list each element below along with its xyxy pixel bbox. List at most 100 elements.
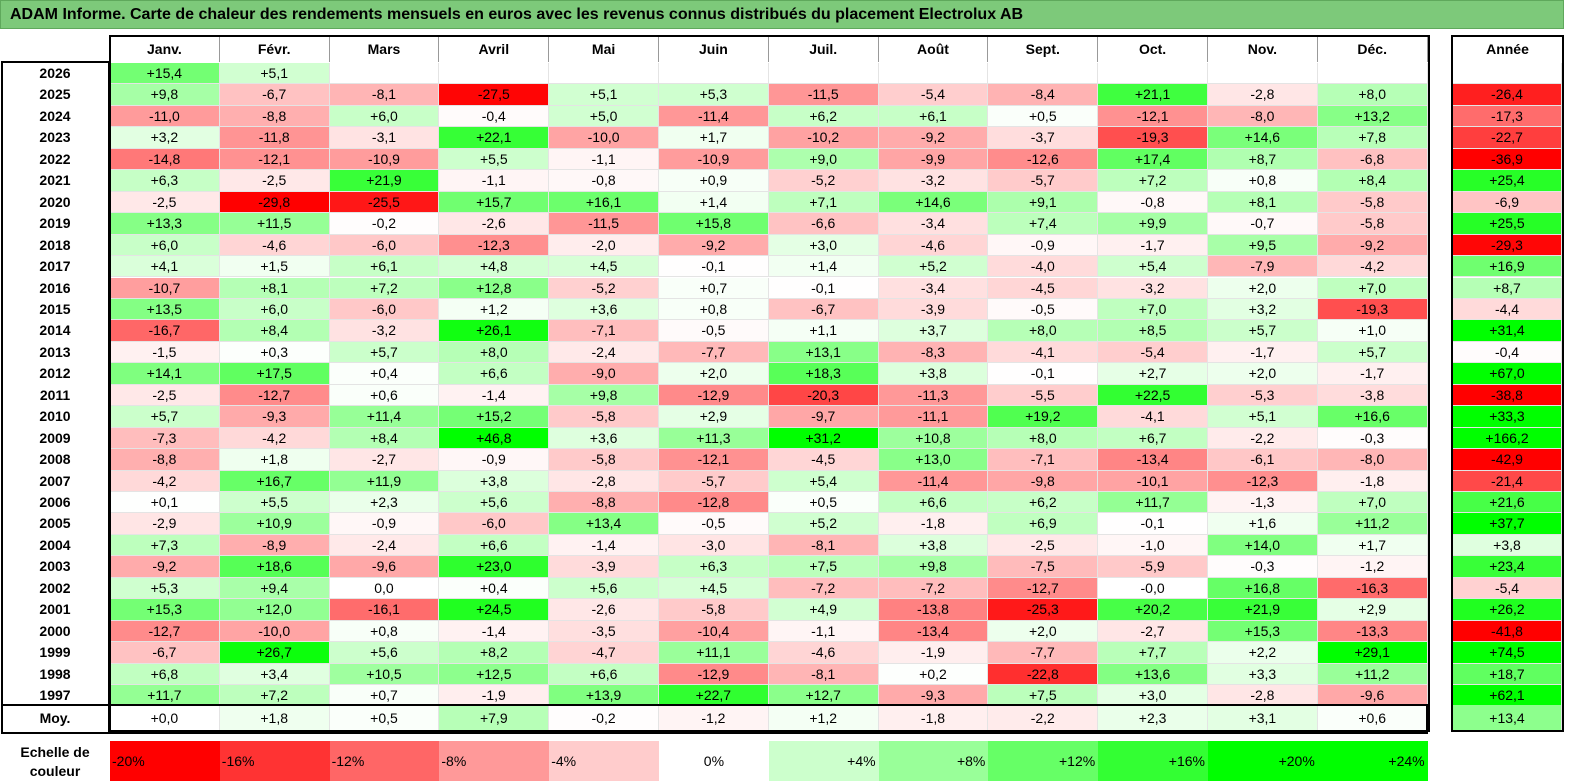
heatmap-cell: +7,9 <box>439 705 550 732</box>
heatmap-cell: +16,1 <box>549 191 659 214</box>
heatmap-cell: +13,5 <box>110 298 220 321</box>
heatmap-cell: +7,2 <box>329 277 440 299</box>
heatmap-cell: +0,8 <box>659 298 769 321</box>
heatmap-cell: +12,0 <box>219 599 330 621</box>
heatmap-cell: -12,8 <box>659 492 769 514</box>
heatmap-cell: -7,7 <box>988 642 1099 664</box>
heatmap-cell: +1,2 <box>439 298 550 321</box>
heatmap-cell: -0,1 <box>988 363 1099 385</box>
heatmap-cell: +4,9 <box>768 599 879 621</box>
heatmap-cell: -13,3 <box>1317 620 1428 643</box>
heatmap-cell: -12,7 <box>110 620 220 643</box>
year-row-label: 2016 <box>2 277 108 299</box>
month-header: Août <box>878 37 989 62</box>
heatmap-cell: +13,4 <box>549 513 659 535</box>
heatmap-cell: -20,3 <box>768 384 879 407</box>
annual-cell: +23,4 <box>1453 556 1562 578</box>
heatmap-cell: -0,5 <box>659 513 769 535</box>
heatmap-cell: -13,8 <box>878 599 989 621</box>
year-row-label: 2009 <box>2 427 108 450</box>
heatmap-cell: -6,7 <box>219 84 330 106</box>
heatmap-cell: +0,0 <box>110 705 220 732</box>
heatmap-cell: +6,2 <box>988 492 1099 514</box>
heatmap-cell: +5,7 <box>329 341 440 364</box>
heatmap-cell: -5,7 <box>988 170 1099 192</box>
heatmap-cell: -10,1 <box>1098 470 1208 492</box>
heatmap-cell: -11,4 <box>659 105 769 128</box>
heatmap-cell: +2,3 <box>329 492 440 514</box>
heatmap-cell: +16,8 <box>1208 577 1318 600</box>
heatmap-cell: +2,9 <box>659 406 769 428</box>
annual-cell: +74,5 <box>1453 642 1562 664</box>
heatmap-cell: -3,2 <box>329 320 440 342</box>
heatmap-cell: +15,3 <box>1208 620 1318 643</box>
heatmap-cell: +6,1 <box>329 256 440 278</box>
annual-cell: -38,8 <box>1453 384 1562 407</box>
heatmap-cell: +0,6 <box>1317 705 1428 732</box>
heatmap-cell: +13,9 <box>549 685 659 707</box>
year-row-label: 2006 <box>2 492 108 514</box>
year-row-label: 2014 <box>2 320 108 342</box>
heatmap-cell: +7,8 <box>1317 127 1428 149</box>
heatmap-cell: +20,2 <box>1098 599 1208 621</box>
heatmap-cell: -3,2 <box>1098 277 1208 299</box>
heatmap-cell: +8,0 <box>1317 84 1428 106</box>
heatmap-cell: +31,2 <box>768 427 879 450</box>
annual-cell: -0,4 <box>1453 341 1562 364</box>
heatmap-cell: -9,8 <box>988 470 1099 492</box>
heatmap-cell: -1,9 <box>878 642 989 664</box>
year-row-label: 2017 <box>2 256 108 278</box>
month-header: Juin <box>659 37 769 62</box>
heatmap-cell: -7,2 <box>768 577 879 600</box>
heatmap-cell: -2,4 <box>329 534 440 557</box>
heatmap-cell: -0,2 <box>329 213 440 235</box>
heatmap-cell: +6,3 <box>659 556 769 578</box>
heatmap-cell: -11,5 <box>549 213 659 235</box>
heatmap-cell: -13,4 <box>1098 449 1208 471</box>
heatmap-cell: -1,0 <box>1098 534 1208 557</box>
heatmap-cell: +1,2 <box>768 705 879 732</box>
heatmap-cell: -0,4 <box>439 105 550 128</box>
heatmap-cell: -9,3 <box>219 406 330 428</box>
heatmap-cell: +5,7 <box>110 406 220 428</box>
annual-cell: -29,3 <box>1453 234 1562 257</box>
year-row-label: 2019 <box>2 213 108 235</box>
heatmap-cell: +29,1 <box>1317 642 1428 664</box>
heatmap-cell: -9,6 <box>329 556 440 578</box>
month-header: Déc. <box>1317 37 1428 62</box>
heatmap-cell: +4,1 <box>110 256 220 278</box>
year-row-label: 2000 <box>2 620 108 643</box>
year-row-label: 2026 <box>2 63 108 85</box>
heatmap-cell: +1,0 <box>1317 320 1428 342</box>
heatmap-cell <box>1098 63 1208 85</box>
heatmap-cell: +1,1 <box>768 320 879 342</box>
heatmap-cell: -1,1 <box>768 620 879 643</box>
heatmap-cell: -9,2 <box>659 234 769 257</box>
heatmap-cell: +8,2 <box>439 642 550 664</box>
heatmap-cell: +5,4 <box>1098 256 1208 278</box>
heatmap-cell: -11,4 <box>878 470 989 492</box>
heatmap-cell: -0,0 <box>1098 577 1208 600</box>
heatmap-cell: -1,4 <box>439 384 550 407</box>
heatmap-cell: +7,0 <box>1317 277 1428 299</box>
heatmap-cell: -27,5 <box>439 84 550 106</box>
heatmap-cell: +18,6 <box>219 556 330 578</box>
heatmap-cell: -0,3 <box>1208 556 1318 578</box>
heatmap-cell: -3,9 <box>878 298 989 321</box>
year-row-label: 1999 <box>2 642 108 664</box>
heatmap-cell: +6,8 <box>110 663 220 686</box>
heatmap-cell: +3,3 <box>1208 663 1318 686</box>
heatmap-cell: +10,5 <box>329 663 440 686</box>
heatmap-cell: +6,6 <box>549 663 659 686</box>
heatmap-cell: +6,0 <box>110 234 220 257</box>
heatmap-cell: +1,4 <box>768 256 879 278</box>
heatmap-cell: +4,8 <box>439 256 550 278</box>
heatmap-cell: -1,9 <box>439 685 550 707</box>
heatmap-cell: -1,7 <box>1317 363 1428 385</box>
heatmap-cell: -10,2 <box>768 127 879 149</box>
heatmap-cell: +7,5 <box>768 556 879 578</box>
year-row-label: 2002 <box>2 577 108 600</box>
heatmap-cell: -8,1 <box>768 534 879 557</box>
heatmap-cell: +18,3 <box>768 363 879 385</box>
